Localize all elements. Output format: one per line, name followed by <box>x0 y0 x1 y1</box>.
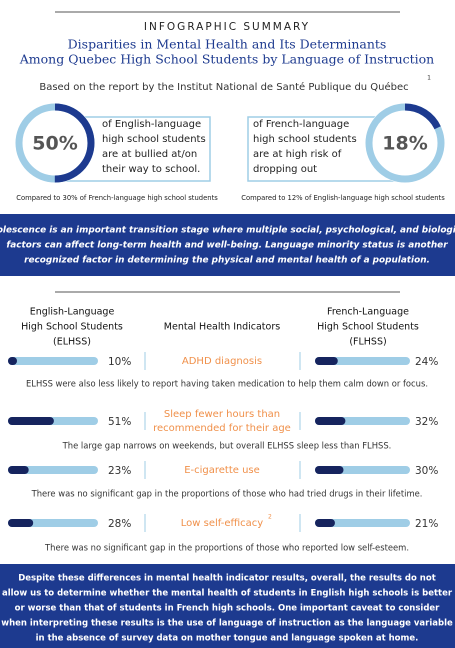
indicator-name: Low self-efficacy <box>181 518 264 529</box>
indicator-name: Sleep fewer hours than <box>164 409 280 420</box>
bar <box>8 357 17 365</box>
value-label: 28% <box>108 518 131 530</box>
bar <box>315 357 338 365</box>
column-header: High School Students <box>21 322 123 333</box>
bar <box>315 519 335 527</box>
bar-track <box>8 466 98 474</box>
value-label: 24% <box>415 356 438 368</box>
column-header: English-Language <box>30 307 115 318</box>
bar-track <box>8 357 98 365</box>
bar <box>8 466 29 474</box>
indicator-note: ELHSS were also less likely to report ha… <box>26 379 428 389</box>
indicator-note-ref: 2 <box>268 514 272 521</box>
stat-text: of English-language <box>102 119 201 130</box>
bar <box>315 466 344 474</box>
title-line: Disparities in Mental Health and Its Det… <box>68 37 387 52</box>
donut-label: 50% <box>32 133 77 155</box>
conclusion-line: when interpreting these results is the u… <box>1 619 453 629</box>
conclusion-band <box>0 564 455 648</box>
donut-track <box>365 103 445 183</box>
intro-line: factors can affect long-term health and … <box>6 241 448 251</box>
intro-line: recognized factor in determining the phy… <box>24 256 430 266</box>
title-line: Among Quebec High School Students by Lan… <box>19 52 434 67</box>
bar <box>8 519 34 527</box>
column-header: High School Students <box>317 322 419 333</box>
stat-text: high school students <box>102 134 206 145</box>
column-header: French-Language <box>327 307 409 318</box>
stat-text: their way to school. <box>102 164 200 175</box>
column-header: Mental Health Indicators <box>164 322 280 333</box>
bar-track <box>315 357 410 365</box>
value-label: 51% <box>108 416 131 428</box>
indicator-name: E-cigarette use <box>184 465 260 476</box>
conclusion-line: in the absence of survey data on mother … <box>36 634 419 644</box>
column-header: (ELHSS) <box>53 337 91 348</box>
intro-line: Adolescence is an important transition s… <box>0 226 455 236</box>
value-label: 21% <box>415 518 438 530</box>
column-header: (FLHSS) <box>349 337 386 348</box>
bar <box>8 417 54 425</box>
stat-text: high school students <box>253 134 357 145</box>
conclusion-line: or worse than that of students in French… <box>15 604 441 614</box>
stat-text: are at high risk of <box>253 149 342 160</box>
value-label: 23% <box>108 465 131 477</box>
bar-track <box>315 519 410 527</box>
indicator-note: There was no significant gap in the prop… <box>44 543 409 553</box>
indicator-name: ADHD diagnosis <box>182 356 262 367</box>
intro-band <box>0 214 455 276</box>
value-label: 30% <box>415 465 438 477</box>
stat-caption: Compared to 12% of English-language high… <box>241 194 445 202</box>
bar <box>315 417 346 425</box>
donut-label: 18% <box>382 133 427 155</box>
stat-text: dropping out <box>253 164 317 175</box>
conclusion-line: allow us to determine whether the mental… <box>2 589 453 599</box>
indicator-note: There was no significant gap in the prop… <box>31 489 423 499</box>
stat-text: are at bullied at/on <box>102 149 197 160</box>
donut-arc <box>365 103 445 183</box>
source-note: 1 <box>427 75 431 82</box>
source: Based on the report by the Institut Nati… <box>39 81 408 93</box>
kicker: INFOGRAPHIC SUMMARY <box>144 21 310 33</box>
value-label: 10% <box>108 356 131 368</box>
donut-arc <box>15 103 95 183</box>
indicator-note: The large gap narrows on weekends, but o… <box>62 441 392 451</box>
stat-text: of French-language <box>253 119 349 130</box>
conclusion-line: Despite these differences in mental heal… <box>18 574 436 584</box>
indicator-name: recommended for their age <box>153 423 291 434</box>
donut-track <box>15 103 95 183</box>
stat-caption: Compared to 30% of French-language high … <box>16 194 218 202</box>
value-label: 32% <box>415 416 438 428</box>
